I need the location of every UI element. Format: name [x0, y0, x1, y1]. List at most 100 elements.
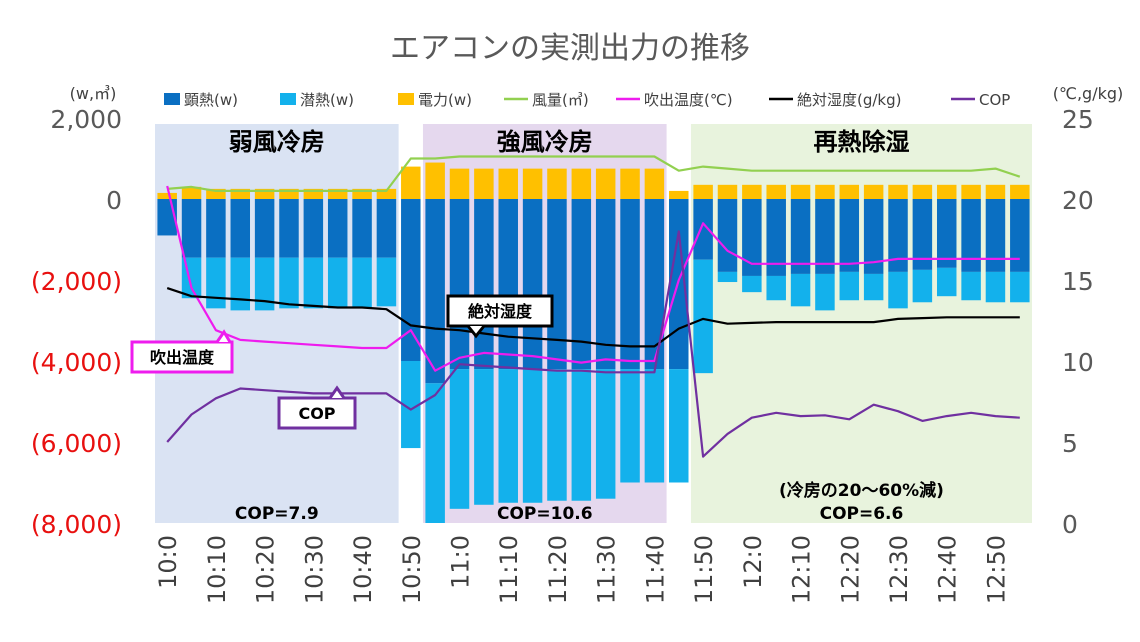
bar-latent-heat	[766, 275, 786, 301]
region-backgrounds: 弱風冷房 COP=7.9 強風冷房 COP=10.6 再熱除湿 COP=6.6 (冷房の20…	[155, 124, 1032, 524]
bar-power	[595, 168, 616, 199]
bar-latent-heat	[547, 369, 567, 501]
region-2-cop: COP=10.6	[497, 504, 593, 524]
bar-latent-heat	[522, 369, 543, 503]
bar-power	[571, 168, 592, 199]
bar-latent-heat	[571, 369, 592, 501]
bar-sensible-heat	[352, 199, 372, 258]
bar-sensible-heat	[571, 199, 592, 370]
x-tick-label: 10:50	[398, 535, 426, 604]
left-tick-label: (2,000)	[31, 267, 122, 296]
x-tick-label: 12:30	[885, 535, 913, 604]
bar-sensible-heat	[474, 199, 494, 370]
legend-label: 電力(w)	[418, 91, 472, 109]
bar-power	[547, 168, 567, 199]
bar-latent-heat	[279, 257, 299, 309]
legend-label: 潜熱(w)	[300, 91, 354, 109]
bar-sensible-heat	[303, 199, 324, 258]
callout-label: 絶対湿度	[468, 302, 533, 321]
bar-sensible-heat	[888, 199, 908, 272]
bar-power	[230, 188, 251, 199]
callout-label: COP	[298, 404, 335, 423]
bar-power	[620, 168, 640, 199]
legend-swatch	[164, 93, 180, 105]
right-tick-label: 5	[1062, 429, 1078, 458]
region-1-cop: COP=7.9	[235, 504, 319, 524]
bar-sensible-heat	[620, 199, 640, 370]
left-tick-label: 0	[106, 186, 122, 215]
bar-power	[644, 168, 665, 199]
x-tick-label: 11:30	[593, 535, 621, 604]
left-tick-label: (8,000)	[31, 510, 122, 539]
bar-latent-heat	[474, 369, 494, 505]
bar-latent-heat	[985, 271, 1006, 303]
x-tick-label: 10:40	[349, 535, 377, 604]
bar-power	[376, 188, 397, 199]
bar-power	[401, 166, 421, 199]
x-tick-label: 10:20	[252, 535, 280, 604]
bar-latent-heat	[206, 257, 226, 309]
x-tick-label: 12:10	[788, 535, 816, 604]
bar-power	[206, 188, 226, 199]
bar-sensible-heat	[279, 199, 299, 258]
bar-latent-heat	[717, 271, 738, 283]
bar-power	[790, 184, 811, 199]
bar-latent-heat	[839, 271, 860, 301]
x-tick-label: 11:20	[544, 535, 572, 604]
bar-power	[425, 162, 445, 199]
bar-sensible-heat	[644, 199, 665, 370]
bar-sensible-heat	[766, 199, 786, 276]
x-tick-label: 12:40	[934, 535, 962, 604]
bar-latent-heat	[790, 273, 811, 307]
bar-sensible-heat	[498, 199, 518, 370]
bar-power	[912, 184, 933, 199]
x-tick-label: 11:50	[690, 535, 718, 604]
bar-sensible-heat	[961, 199, 981, 272]
bar-power	[985, 184, 1006, 199]
axes: 2,000 0 (2,000) (4,000) (6,000) (8,000) 25 20 15…	[31, 105, 1094, 604]
bar-latent-heat	[352, 257, 372, 309]
bars	[157, 162, 1030, 523]
bar-power	[1010, 184, 1030, 199]
bar-sensible-heat	[936, 199, 957, 268]
bar-sensible-heat	[693, 199, 713, 260]
bar-sensible-heat	[742, 199, 762, 276]
bar-latent-heat	[644, 369, 665, 483]
legend: 顕熱(w) 潜熱(w) 電力(w) 風量(㎥) 吹出温度(℃) 絶対湿度(g/kg) COP	[164, 91, 1010, 109]
callout-pointer	[466, 325, 486, 339]
bar-sensible-heat	[181, 199, 202, 258]
bar-power	[863, 184, 884, 199]
bar-sensible-heat	[790, 199, 811, 274]
bar-latent-heat	[1010, 271, 1030, 303]
bar-latent-heat	[620, 369, 640, 483]
bar-power	[474, 168, 494, 199]
bar-sensible-heat	[839, 199, 860, 272]
bar-latent-heat	[425, 383, 445, 523]
legend-swatch	[398, 93, 414, 105]
bar-latent-heat	[595, 369, 616, 499]
region-3-note: (冷房の20～60%減)	[779, 480, 944, 501]
x-tick-label: 10:10	[203, 535, 231, 604]
bar-latent-heat	[742, 275, 762, 293]
right-tick-label: 10	[1062, 348, 1094, 377]
legend-label: COP	[979, 91, 1010, 109]
bar-power	[961, 184, 981, 199]
callout-pointer	[215, 329, 232, 343]
x-tick-label: 11:10	[495, 535, 523, 604]
bar-sensible-heat	[595, 199, 616, 370]
bar-latent-heat	[449, 369, 470, 509]
left-tick-label: (4,000)	[31, 348, 122, 377]
bar-power	[157, 192, 177, 199]
bar-sensible-heat	[327, 199, 348, 258]
bar-latent-heat	[888, 271, 908, 309]
callout-pointer	[328, 385, 346, 399]
right-tick-label: 0	[1062, 510, 1078, 539]
bar-latent-heat	[254, 257, 275, 311]
legend-label: 吹出温度(℃)	[644, 91, 733, 109]
callout-label: 吹出温度	[150, 348, 215, 367]
bar-power	[888, 184, 908, 199]
callouts: 吹出温度 絶対湿度 COP	[130, 294, 554, 430]
bar-power	[279, 188, 299, 199]
bar-latent-heat	[815, 273, 835, 311]
left-tick-label: 2,000	[50, 105, 122, 134]
